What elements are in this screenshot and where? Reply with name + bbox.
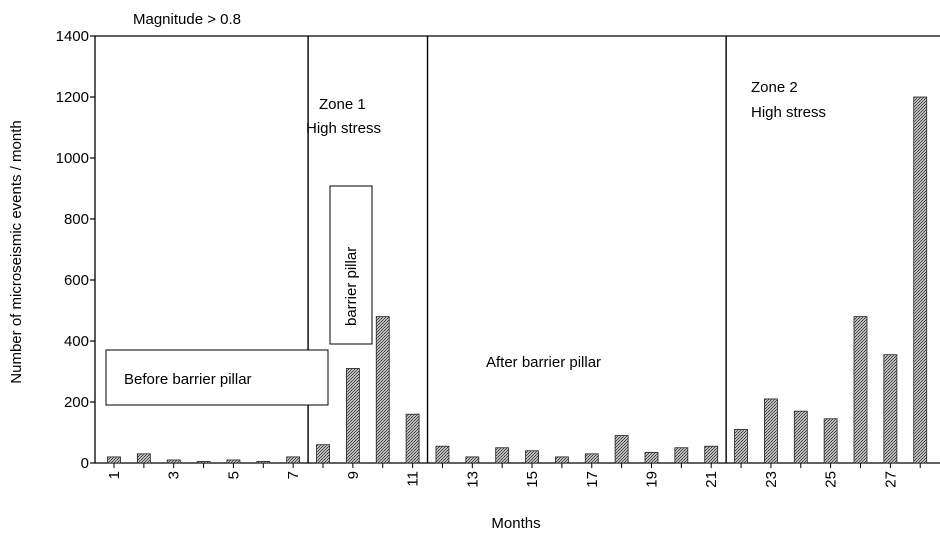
x-axis: 1357911131517192123252729 [95,462,940,488]
zone2-label-line2: High stress [751,104,826,121]
x-tick-label: 11 [405,471,422,487]
zone2-label-line1: Zone 2 [751,79,798,96]
barrier-pillar-box [329,185,373,345]
x-tick-label: 13 [464,471,481,488]
bar [316,444,330,464]
bar [375,316,390,464]
x-tick-label: 17 [584,471,601,488]
bar [584,453,599,464]
before-barrier-label: Before barrier pillar [124,371,252,388]
y-axis: 0 200 400 600 800 1000 1200 1400 [56,28,96,472]
bar [286,456,301,464]
y-tick-label: 400 [64,333,89,350]
bar [704,445,719,464]
bar [226,459,241,464]
x-tick-label: 7 [285,471,302,479]
x-tick-label: 23 [763,471,780,488]
zone1-label-line1: Zone 1 [319,96,366,113]
bar [196,461,211,464]
bar [136,453,151,464]
barrier-pillar-label: barrier pillar [343,247,360,326]
before-barrier-box [105,349,329,406]
bar [913,96,928,464]
bar [405,413,420,464]
x-tick-label: 5 [225,471,242,479]
x-axis-label: Months [491,515,540,532]
y-axis-label: Number of microseismic events / month [8,120,25,383]
x-tick-label: 3 [166,471,183,479]
zone1-label-line2: High stress [306,120,381,137]
bar [435,445,450,464]
bar [465,456,480,464]
y-tick-label: 1200 [56,89,89,106]
bar [256,461,271,464]
bar [644,451,659,464]
bar [793,410,808,464]
x-tick-label: 19 [643,471,660,488]
bar [764,398,778,464]
bar [883,354,898,464]
bars [107,96,928,464]
bar [734,429,748,464]
chart-title: Magnitude > 0.8 [133,11,241,28]
bar [614,435,629,464]
x-tick-label: 27 [882,471,899,488]
y-tick-label: 1400 [56,28,89,45]
x-tick-label: 25 [823,471,840,488]
x-tick-label: 21 [703,471,720,488]
bar [166,459,181,464]
y-tick-label: 200 [64,394,89,411]
bar [107,456,121,464]
y-tick-label: 0 [81,455,89,472]
y-tick-label: 1000 [56,150,89,167]
bar [345,368,360,464]
x-tick-label: 9 [345,471,362,479]
bar [525,450,539,464]
y-tick-label: 800 [64,211,89,228]
bar [823,418,838,464]
bar [495,447,510,464]
after-barrier-label: After barrier pillar [486,354,601,371]
bar [555,456,569,464]
x-tick-label: 15 [524,471,541,488]
y-tick-label: 600 [64,272,89,289]
bar [853,316,868,464]
bar [674,447,689,464]
x-tick-label: 1 [106,471,123,479]
